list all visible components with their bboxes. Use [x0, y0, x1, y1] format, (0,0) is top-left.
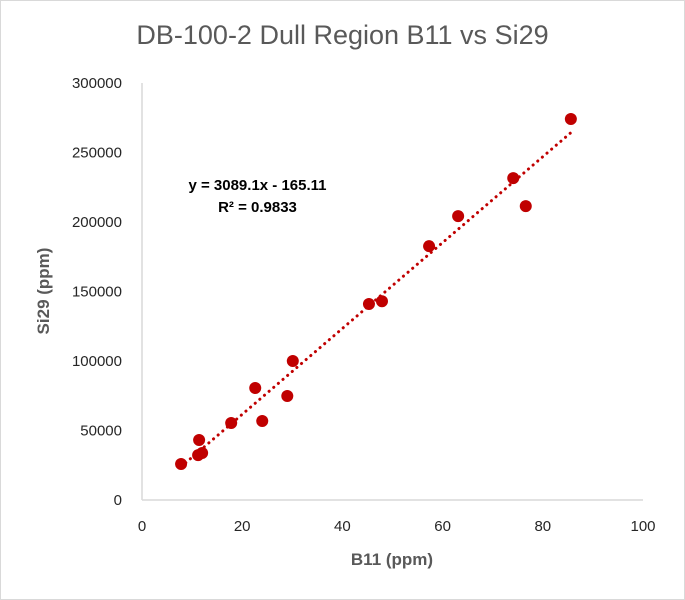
x-tick-label: 80: [534, 518, 551, 535]
data-point-marker: [564, 113, 577, 126]
data-point-marker: [281, 390, 294, 403]
y-axis-title: Si29 (ppm): [34, 248, 53, 335]
x-tick-label: 40: [334, 518, 351, 535]
trendline: [179, 131, 573, 469]
data-point-marker: [249, 381, 262, 394]
trendline-equation: y = 3089.1x - 165.11: [188, 177, 327, 194]
data-point-marker: [256, 415, 269, 428]
data-point-marker: [507, 172, 520, 185]
y-tick-label: 300000: [72, 75, 122, 92]
y-tick-label: 0: [114, 492, 122, 509]
r-squared: R² = 0.9833: [218, 199, 297, 216]
y-tick-label: 50000: [80, 423, 122, 440]
data-point-marker: [225, 416, 238, 429]
y-tick-label: 100000: [72, 353, 122, 370]
x-tick-label: 0: [138, 518, 146, 535]
data-point-marker: [519, 200, 532, 213]
x-axis-title: B11 (ppm): [351, 550, 433, 569]
x-tick-label: 100: [630, 518, 655, 535]
axes: 0 20 40 60 80 100 0 50000 100000 150000 200000 2500…: [72, 75, 656, 535]
data-point-marker: [375, 295, 388, 308]
chart-title: DB-100-2 Dull Region B11 vs Si29: [136, 20, 549, 50]
data-points: [175, 113, 577, 470]
trendline-equation-label: y = 3089.1x - 165.11 R² = 0.9833: [170, 175, 345, 219]
y-tick-label: 200000: [72, 214, 122, 231]
x-tick-label: 20: [234, 518, 251, 535]
data-point-marker: [362, 298, 375, 311]
data-point-marker: [196, 447, 209, 460]
y-tick-label: 250000: [72, 145, 122, 162]
trendline-path: [179, 131, 573, 469]
x-tick-label: 60: [434, 518, 451, 535]
data-point-marker: [193, 433, 206, 446]
y-tick-label: 150000: [72, 284, 122, 301]
data-point-marker: [423, 240, 436, 253]
data-point-marker: [452, 210, 465, 223]
data-point-marker: [286, 355, 299, 367]
data-point-marker: [175, 457, 188, 470]
